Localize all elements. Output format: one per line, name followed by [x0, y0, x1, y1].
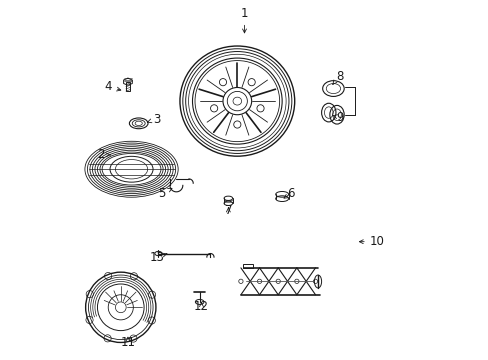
Text: 12: 12: [194, 300, 208, 313]
Bar: [242, 264, 253, 268]
Text: 3: 3: [147, 113, 160, 126]
Text: 10: 10: [359, 235, 384, 248]
Text: 5: 5: [158, 187, 172, 200]
Text: 11: 11: [120, 336, 135, 348]
Text: 9: 9: [332, 111, 343, 124]
Text: 13: 13: [149, 251, 166, 264]
Text: 8: 8: [332, 69, 343, 84]
Bar: [125, 82, 130, 91]
Text: 6: 6: [284, 187, 294, 200]
Text: 2: 2: [97, 148, 110, 161]
Text: 4: 4: [104, 80, 121, 93]
Text: 1: 1: [240, 7, 248, 33]
Text: 7: 7: [224, 204, 232, 217]
